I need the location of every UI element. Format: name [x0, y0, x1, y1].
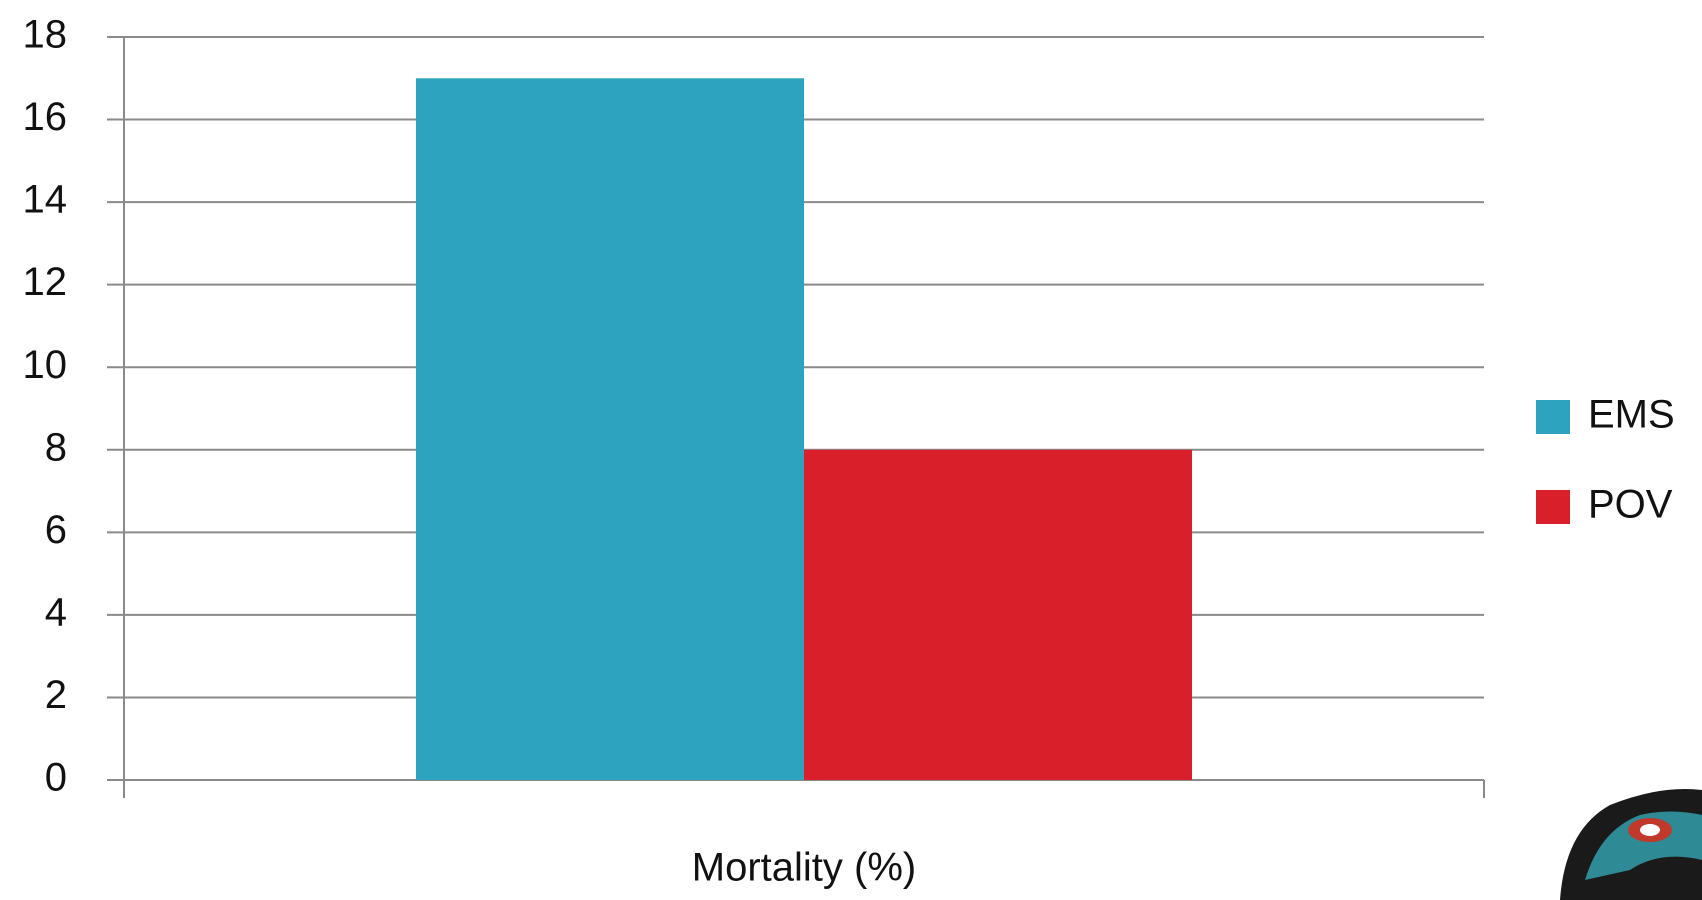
- bar: [416, 78, 804, 780]
- legend-swatch: [1536, 490, 1570, 524]
- y-tick-label: 4: [45, 590, 67, 634]
- y-tick-label: 8: [45, 425, 67, 469]
- y-tick-label: 12: [23, 260, 68, 304]
- logo: [1560, 789, 1702, 900]
- y-tick-label: 10: [23, 343, 68, 387]
- y-tick-label: 2: [45, 673, 67, 717]
- bar: [804, 450, 1192, 780]
- legend-label: EMS: [1588, 393, 1675, 437]
- y-tick-label: 6: [45, 508, 67, 552]
- y-tick-label: 14: [23, 178, 68, 222]
- y-tick-label: 16: [23, 95, 68, 139]
- chart: 0 2 4 6 8 10 12 14 16 18 Mortality (%) EMS POV: [0, 0, 1702, 900]
- x-category-label: Mortality (%): [692, 846, 916, 890]
- legend-label: POV: [1588, 483, 1673, 527]
- y-tick-label: 18: [23, 13, 68, 57]
- y-tick-label: 0: [45, 756, 67, 800]
- legend-swatch: [1536, 400, 1570, 434]
